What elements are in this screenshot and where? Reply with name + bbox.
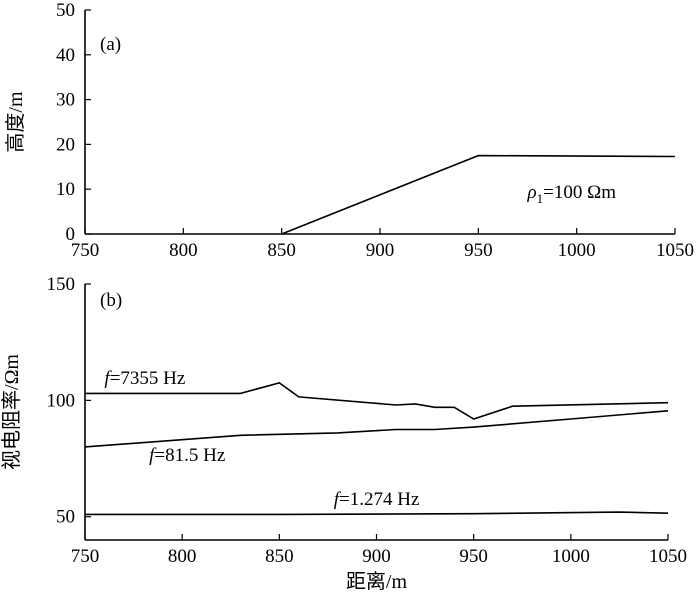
y-tick-label: 10 <box>56 179 75 200</box>
panel-b: 50 100 150 750 800 850 900 950 1000 1050 (b) 视电阻率/Ω… <box>0 274 687 593</box>
series-label-1: f=7355 Hz <box>104 368 185 389</box>
y-tick-label: 20 <box>56 134 75 155</box>
y-tick-label: 30 <box>56 90 75 111</box>
y-tick-label: 50 <box>56 507 75 528</box>
x-tick-label: 750 <box>71 546 100 567</box>
y-axis-label: 高度/m <box>4 91 27 153</box>
x-tick-label: 950 <box>464 240 493 261</box>
x-tick-label: 1000 <box>558 240 596 261</box>
x-tick-label: 1050 <box>656 240 694 261</box>
panel-a: 0 10 20 30 40 50 750 800 850 900 950 1000 1050 (a) 高度/… <box>4 0 694 261</box>
y-tick-label: 50 <box>56 0 75 21</box>
x-axis-label: 距离/m <box>346 570 408 593</box>
series-line-1 <box>85 382 669 420</box>
x-tick-label: 800 <box>168 546 197 567</box>
panel-label: (b) <box>100 290 122 311</box>
y-axis-label: 视电阻率/Ωm <box>0 354 23 470</box>
x-tick-label: 750 <box>71 240 100 261</box>
y-tick-label: 0 <box>66 224 76 245</box>
x-tick-label: 900 <box>362 546 391 567</box>
x-tick-label: 900 <box>366 240 395 261</box>
x-tick-label: 850 <box>265 546 294 567</box>
y-tick-label: 40 <box>56 45 75 66</box>
y-tick-label: 100 <box>47 390 76 411</box>
series-label-2: f=81.5 Hz <box>149 445 225 466</box>
resistivity-annotation: ρ1=100 Ωm <box>527 182 617 206</box>
series-line-2 <box>84 410 669 448</box>
x-tick-label: 1050 <box>649 546 687 567</box>
x-tick-label: 850 <box>267 240 296 261</box>
series-line-1 <box>281 154 676 235</box>
x-tick-label: 800 <box>169 240 198 261</box>
series-label-3: f=1.274 Hz <box>334 489 420 510</box>
series-line-3 <box>85 511 669 516</box>
panel-label: (a) <box>100 34 121 55</box>
x-tick-label: 1000 <box>552 546 590 567</box>
x-tick-label: 950 <box>459 546 488 567</box>
y-tick-label: 150 <box>47 274 76 295</box>
